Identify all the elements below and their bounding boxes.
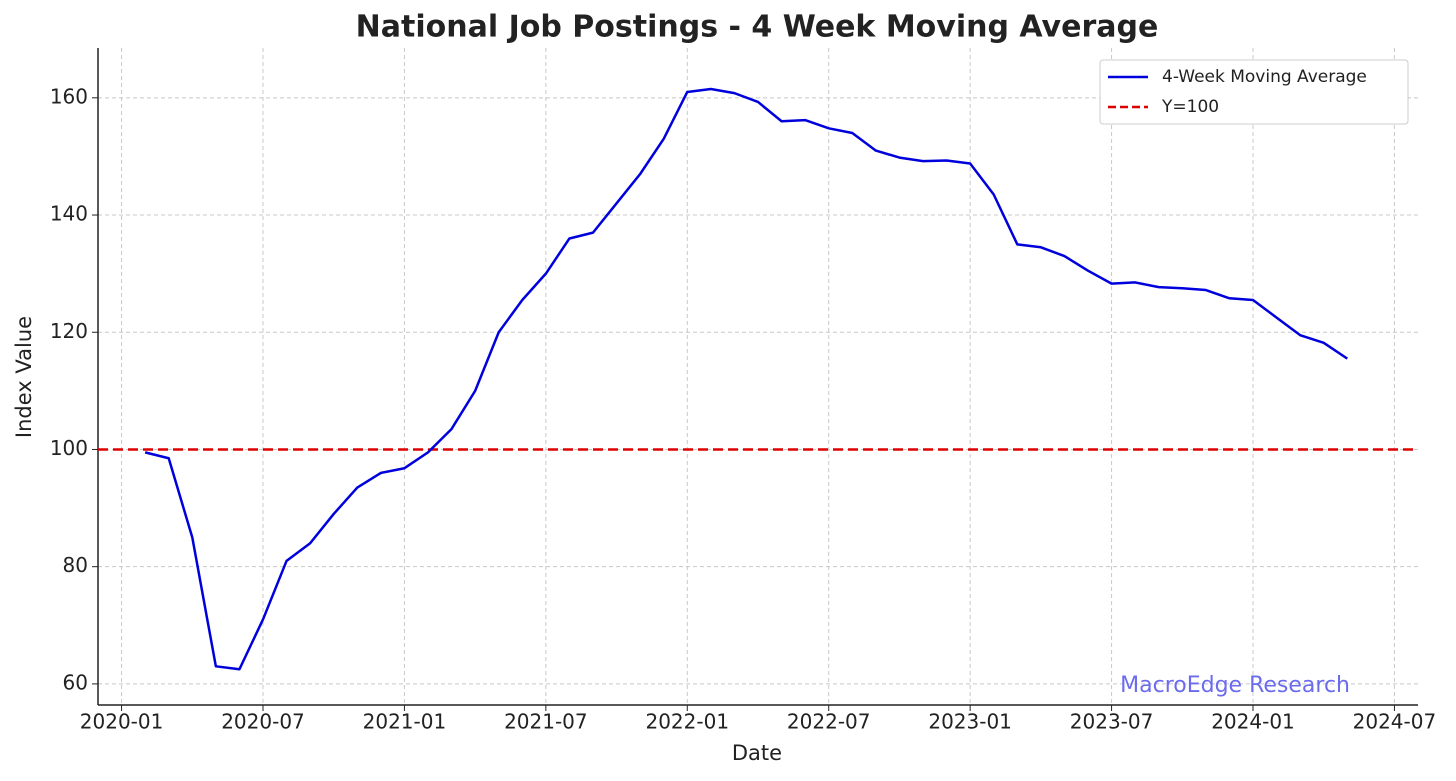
x-tick-label: 2022-07 xyxy=(787,710,871,734)
x-tick-label: 2020-07 xyxy=(221,710,305,734)
x-tick-label: 2021-07 xyxy=(504,710,588,734)
x-tick-label: 2023-07 xyxy=(1070,710,1154,734)
y-tick-label: 60 xyxy=(63,670,88,694)
legend-box xyxy=(1099,59,1409,125)
y-tick-label: 80 xyxy=(63,553,88,577)
x-axis-label: Date xyxy=(732,741,782,765)
x-tick-label: 2024-01 xyxy=(1211,710,1295,734)
x-tick-label: 2021-01 xyxy=(363,710,447,734)
x-tick-label: 2023-01 xyxy=(928,710,1012,734)
y-tick-label: 140 xyxy=(50,202,88,226)
watermark: MacroEdge Research xyxy=(1120,673,1350,698)
x-tick-label: 2024-07 xyxy=(1353,710,1437,734)
x-tick-label: 2022-01 xyxy=(645,710,729,734)
x-tick-label: 2020-01 xyxy=(80,710,164,734)
y-tick-label: 160 xyxy=(50,84,88,108)
legend-label: 4-Week Moving Average xyxy=(1162,67,1367,87)
y-tick-label: 120 xyxy=(50,319,88,343)
legend-label: Y=100 xyxy=(1161,97,1219,117)
y-tick-label: 100 xyxy=(50,436,88,460)
chart-title: National Job Postings - 4 Week Moving Av… xyxy=(356,10,1159,45)
data-line xyxy=(144,87,1348,671)
y-axis-label: Index Value xyxy=(12,316,36,438)
